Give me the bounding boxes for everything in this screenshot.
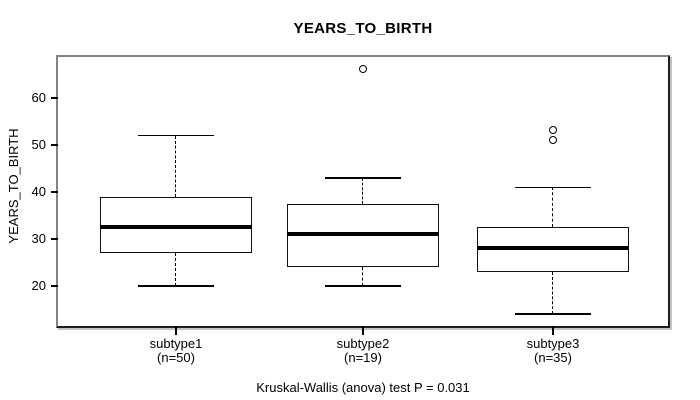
outlier-point <box>548 135 557 144</box>
outlier-point <box>358 65 367 74</box>
x-group-name: subtype1 <box>149 336 203 351</box>
chart-title: YEARS_TO_BIRTH <box>293 20 433 37</box>
whisker-upper <box>175 135 177 197</box>
whisker-lower <box>175 253 177 286</box>
y-tick-mark <box>51 285 58 287</box>
y-tick-label: 60 <box>31 89 46 105</box>
whisker-lower <box>362 267 364 286</box>
whisker-upper <box>362 177 364 204</box>
y-tick-mark <box>51 238 58 240</box>
y-tick-mark <box>51 191 58 193</box>
x-group-name: subtype3 <box>526 336 580 351</box>
whisker-cap-lower <box>325 285 401 287</box>
median-line-subtype1 <box>100 225 252 230</box>
y-tick-label: 40 <box>31 183 46 199</box>
x-tick-mark <box>552 326 554 335</box>
x-group-count: (n=50) <box>157 350 195 365</box>
stat-test-caption: Kruskal-Wallis (anova) test P = 0.031 <box>256 380 470 395</box>
x-group-label-subtype3: subtype3 (n=35) <box>483 337 623 365</box>
x-tick-mark <box>362 326 364 335</box>
x-tick-mark <box>175 326 177 335</box>
outlier-point <box>548 126 557 135</box>
whisker-cap-upper <box>325 177 401 179</box>
x-group-label-subtype1: subtype1 (n=50) <box>106 337 246 365</box>
y-tick-label: 30 <box>31 230 46 246</box>
x-group-label-subtype2: subtype2 (n=19) <box>293 337 433 365</box>
y-tick-mark <box>51 144 58 146</box>
box-subtype1 <box>100 196 252 254</box>
whisker-cap-lower <box>515 313 591 315</box>
x-group-count: (n=35) <box>534 350 572 365</box>
y-tick-label: 50 <box>31 136 46 152</box>
whisker-cap-lower <box>138 285 214 287</box>
y-tick-label: 20 <box>31 278 46 294</box>
whisker-upper <box>552 187 554 228</box>
whisker-lower <box>552 271 554 315</box>
median-line-subtype3 <box>477 246 629 251</box>
median-line-subtype2 <box>287 232 439 237</box>
plot-area: 20 30 40 50 60 <box>32 55 670 335</box>
whisker-cap-upper <box>138 134 214 137</box>
y-tick-mark <box>51 97 58 99</box>
whisker-cap-upper <box>515 186 591 189</box>
x-group-name: subtype2 <box>336 336 390 351</box>
x-group-count: (n=19) <box>344 350 382 365</box>
